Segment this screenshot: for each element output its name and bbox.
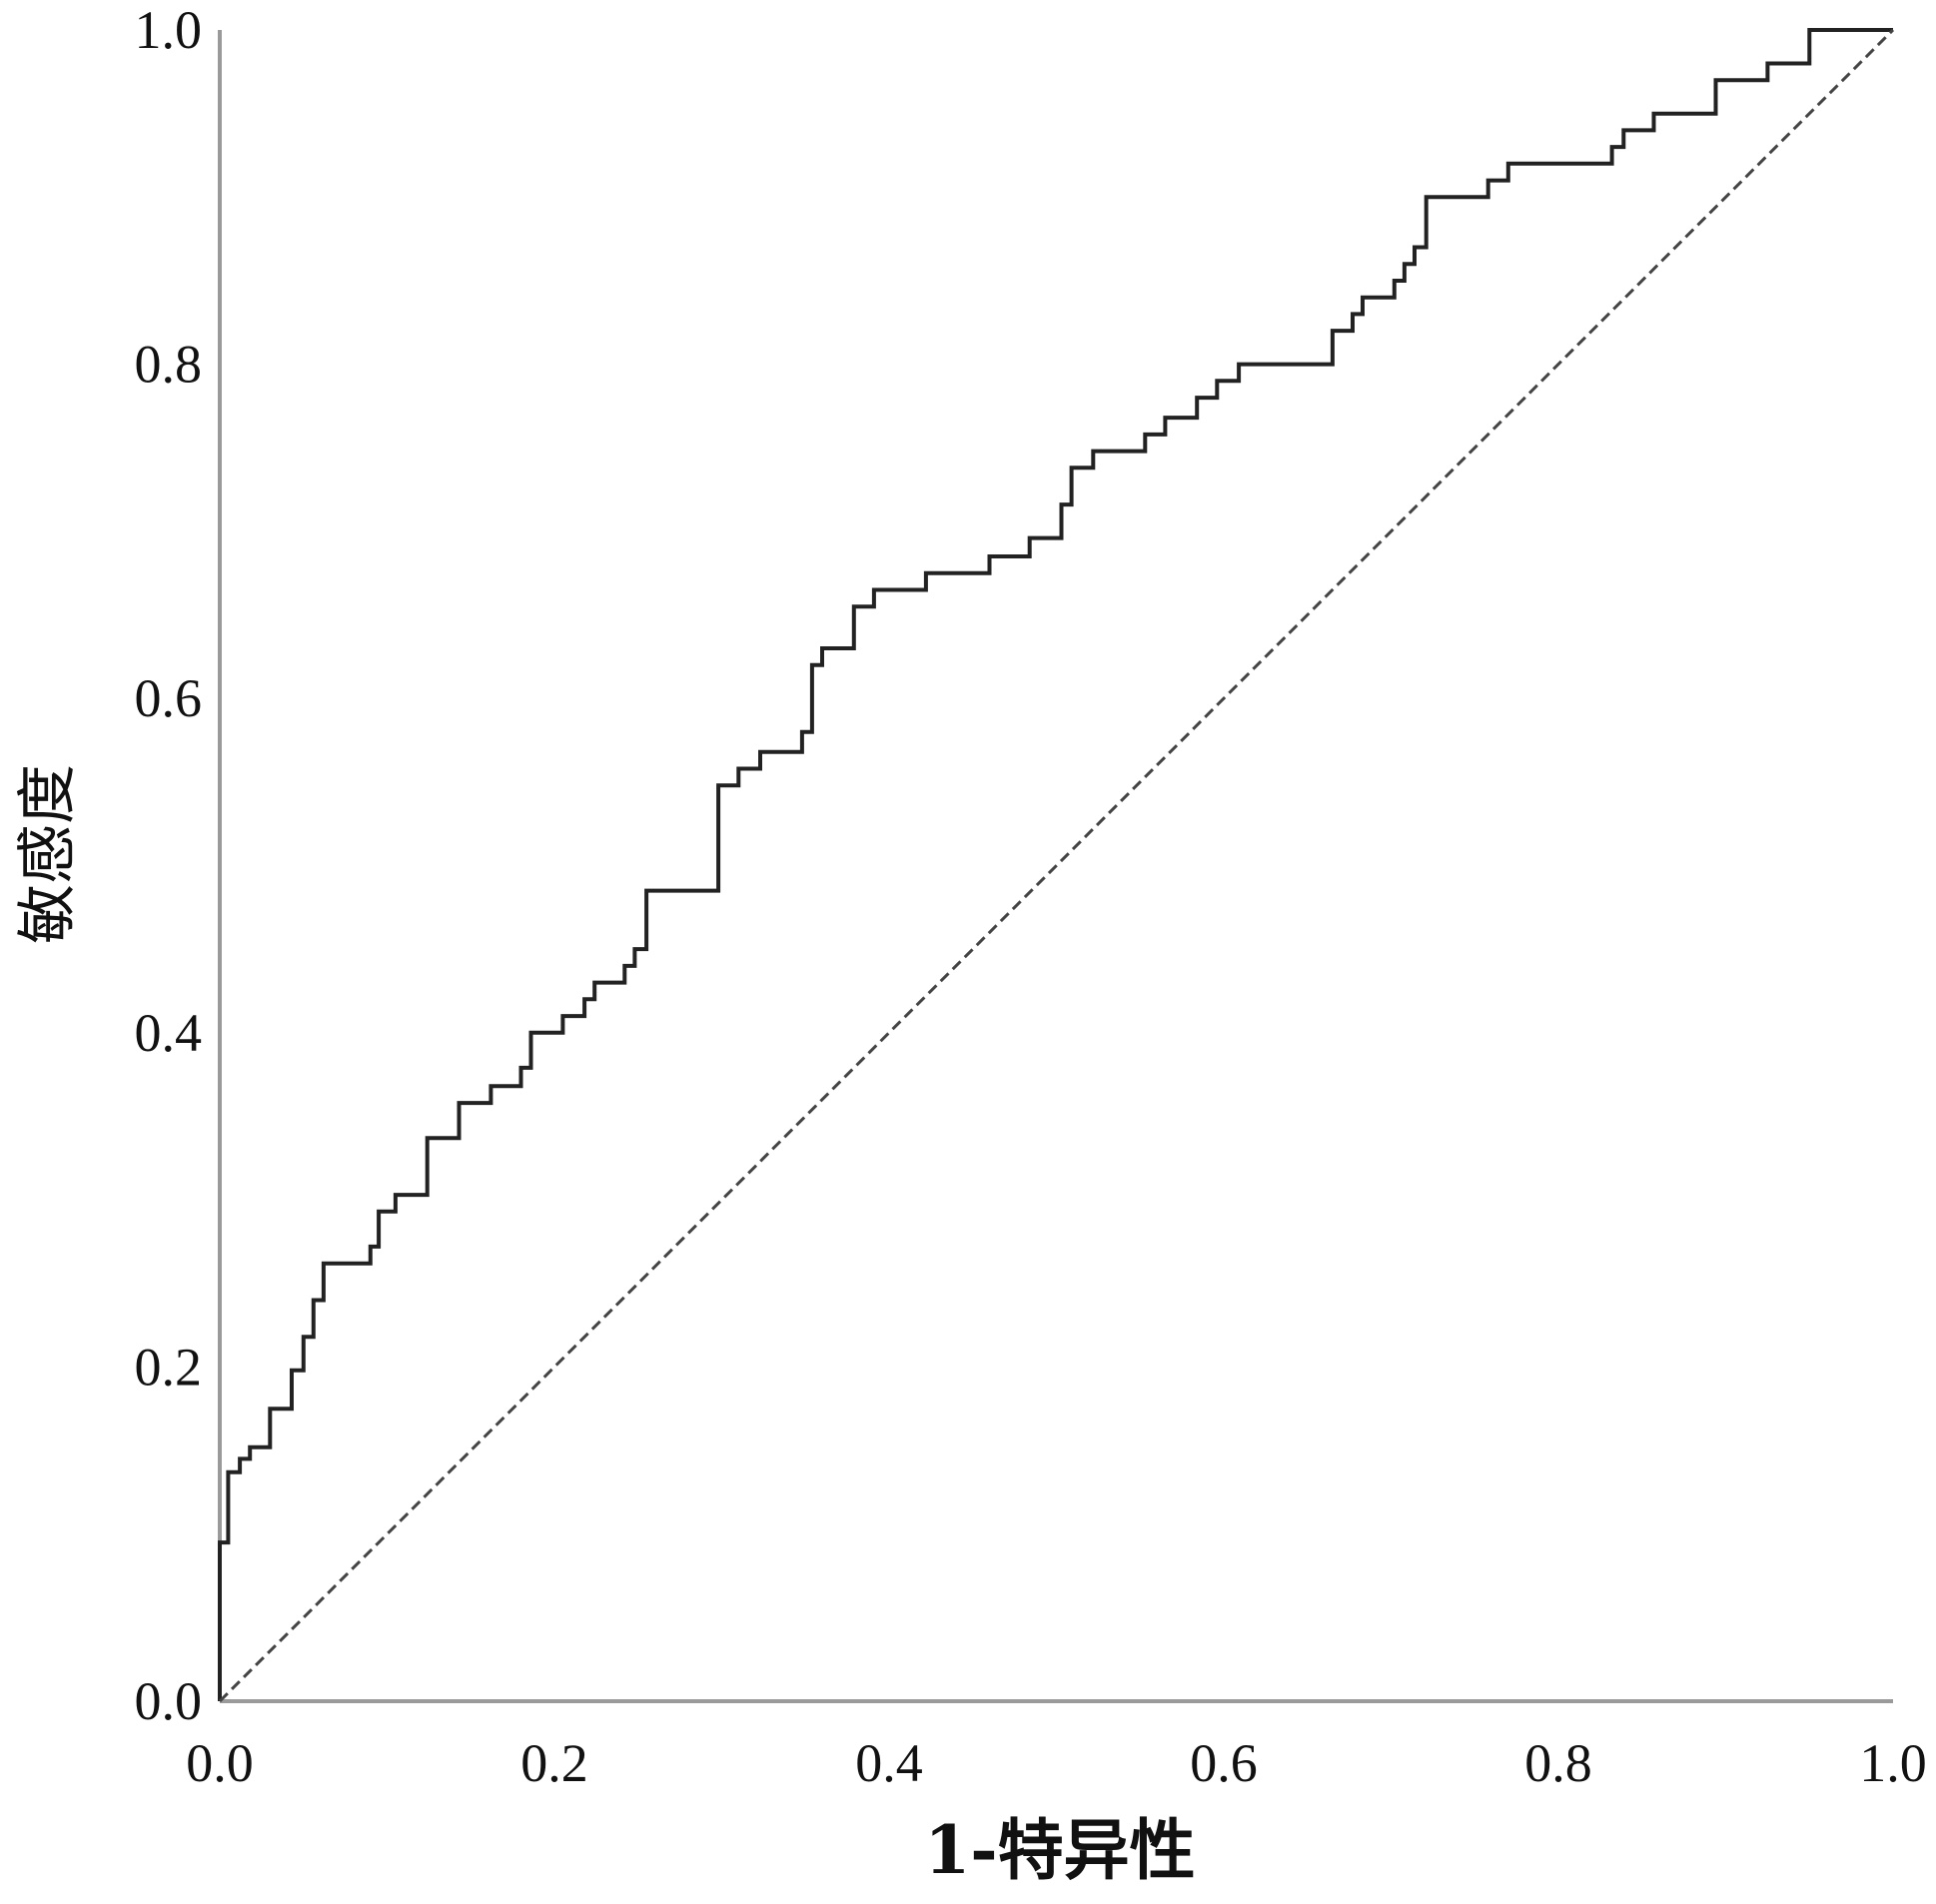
y-tick-label: 0.6 bbox=[135, 668, 203, 728]
x-tick-label: 0.6 bbox=[1190, 1733, 1258, 1793]
y-tick-label: 0.0 bbox=[135, 1671, 203, 1731]
x-tick-label: 0.2 bbox=[520, 1733, 588, 1793]
x-tick-label: 0.4 bbox=[855, 1733, 923, 1793]
series bbox=[218, 28, 1895, 1703]
reference-diagonal-line bbox=[218, 28, 1895, 1703]
y-tick-label: 0.8 bbox=[135, 335, 203, 395]
x-axis-title: 1-特异性 bbox=[924, 1811, 1195, 1889]
x-tick-label: 0.8 bbox=[1524, 1733, 1592, 1793]
y-tick-label: 0.2 bbox=[135, 1337, 203, 1397]
y-tick-label: 1.0 bbox=[135, 0, 203, 60]
y-tick-label: 0.4 bbox=[135, 1003, 203, 1063]
y-axis-title: 敏感度 bbox=[13, 764, 83, 944]
tick-labels: 0.0 0.2 0.4 0.6 0.8 1.0 0.0 0.2 0.4 0.6 0.8 1.0 bbox=[135, 0, 1927, 1793]
x-tick-label: 1.0 bbox=[1859, 1733, 1927, 1793]
roc-curve-line bbox=[218, 28, 1893, 1701]
x-tick-label: 0.0 bbox=[186, 1733, 254, 1793]
axes bbox=[218, 30, 1893, 1703]
